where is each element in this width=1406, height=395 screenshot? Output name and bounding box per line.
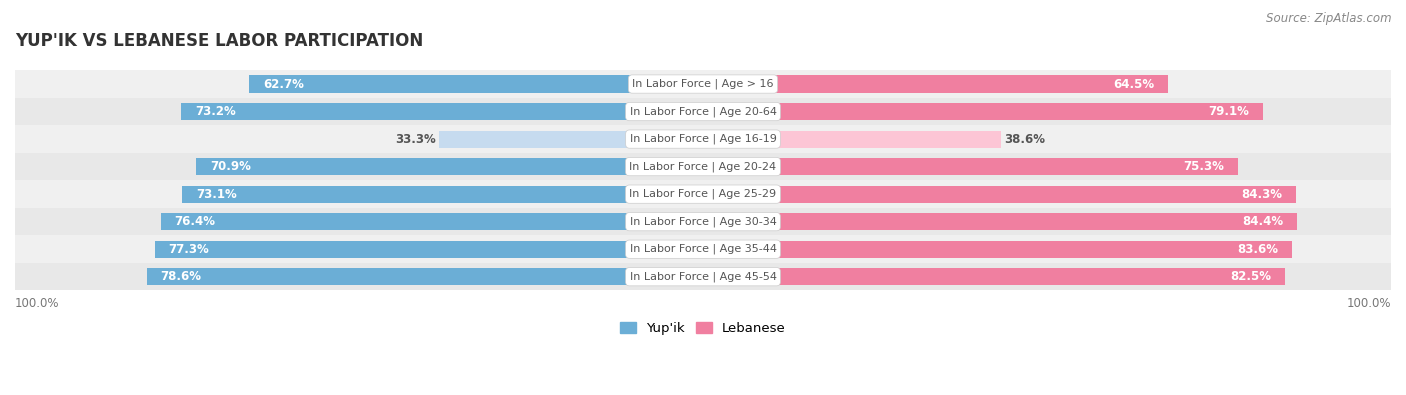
Bar — [249, 75, 655, 92]
Text: 82.5%: 82.5% — [1230, 270, 1271, 283]
Text: 83.6%: 83.6% — [1237, 243, 1278, 256]
Bar — [181, 103, 655, 120]
Bar — [15, 181, 1391, 208]
Text: In Labor Force | Age 16-19: In Labor Force | Age 16-19 — [630, 134, 776, 144]
Text: 100.0%: 100.0% — [15, 297, 59, 310]
Bar — [155, 241, 655, 258]
Text: 70.9%: 70.9% — [209, 160, 250, 173]
Bar — [751, 75, 1168, 92]
Bar — [15, 263, 1391, 290]
Text: In Labor Force | Age 35-44: In Labor Force | Age 35-44 — [630, 244, 776, 254]
Text: 78.6%: 78.6% — [160, 270, 201, 283]
Text: 73.2%: 73.2% — [195, 105, 236, 118]
Text: 76.4%: 76.4% — [174, 215, 215, 228]
Bar — [751, 213, 1296, 230]
Bar — [15, 208, 1391, 235]
Bar — [183, 186, 655, 203]
Text: In Labor Force | Age 30-34: In Labor Force | Age 30-34 — [630, 216, 776, 227]
Bar — [751, 103, 1263, 120]
Text: 75.3%: 75.3% — [1184, 160, 1225, 173]
Text: 64.5%: 64.5% — [1114, 77, 1154, 90]
Text: YUP'IK VS LEBANESE LABOR PARTICIPATION: YUP'IK VS LEBANESE LABOR PARTICIPATION — [15, 32, 423, 50]
Bar — [751, 158, 1239, 175]
Bar — [15, 98, 1391, 125]
Bar — [146, 268, 655, 285]
Bar — [751, 268, 1285, 285]
Text: 79.1%: 79.1% — [1208, 105, 1249, 118]
Text: In Labor Force | Age > 16: In Labor Force | Age > 16 — [633, 79, 773, 89]
Bar — [15, 235, 1391, 263]
Text: 77.3%: 77.3% — [169, 243, 209, 256]
Legend: Yup'ik, Lebanese: Yup'ik, Lebanese — [614, 317, 792, 340]
Text: Source: ZipAtlas.com: Source: ZipAtlas.com — [1267, 12, 1392, 25]
Text: 38.6%: 38.6% — [1004, 133, 1045, 146]
Text: In Labor Force | Age 25-29: In Labor Force | Age 25-29 — [630, 189, 776, 199]
Text: 84.3%: 84.3% — [1241, 188, 1282, 201]
Bar — [160, 213, 655, 230]
Text: 84.4%: 84.4% — [1241, 215, 1284, 228]
Bar — [751, 241, 1292, 258]
Bar — [15, 70, 1391, 98]
Text: In Labor Force | Age 20-64: In Labor Force | Age 20-64 — [630, 106, 776, 117]
Bar — [751, 186, 1296, 203]
Bar — [197, 158, 655, 175]
Bar — [751, 131, 1001, 148]
Text: 62.7%: 62.7% — [263, 77, 304, 90]
Text: In Labor Force | Age 45-54: In Labor Force | Age 45-54 — [630, 271, 776, 282]
Bar — [15, 125, 1391, 153]
Text: In Labor Force | Age 20-24: In Labor Force | Age 20-24 — [630, 162, 776, 172]
Text: 73.1%: 73.1% — [195, 188, 236, 201]
Bar — [440, 131, 655, 148]
Text: 33.3%: 33.3% — [395, 133, 436, 146]
Text: 100.0%: 100.0% — [1347, 297, 1391, 310]
Bar — [15, 153, 1391, 181]
